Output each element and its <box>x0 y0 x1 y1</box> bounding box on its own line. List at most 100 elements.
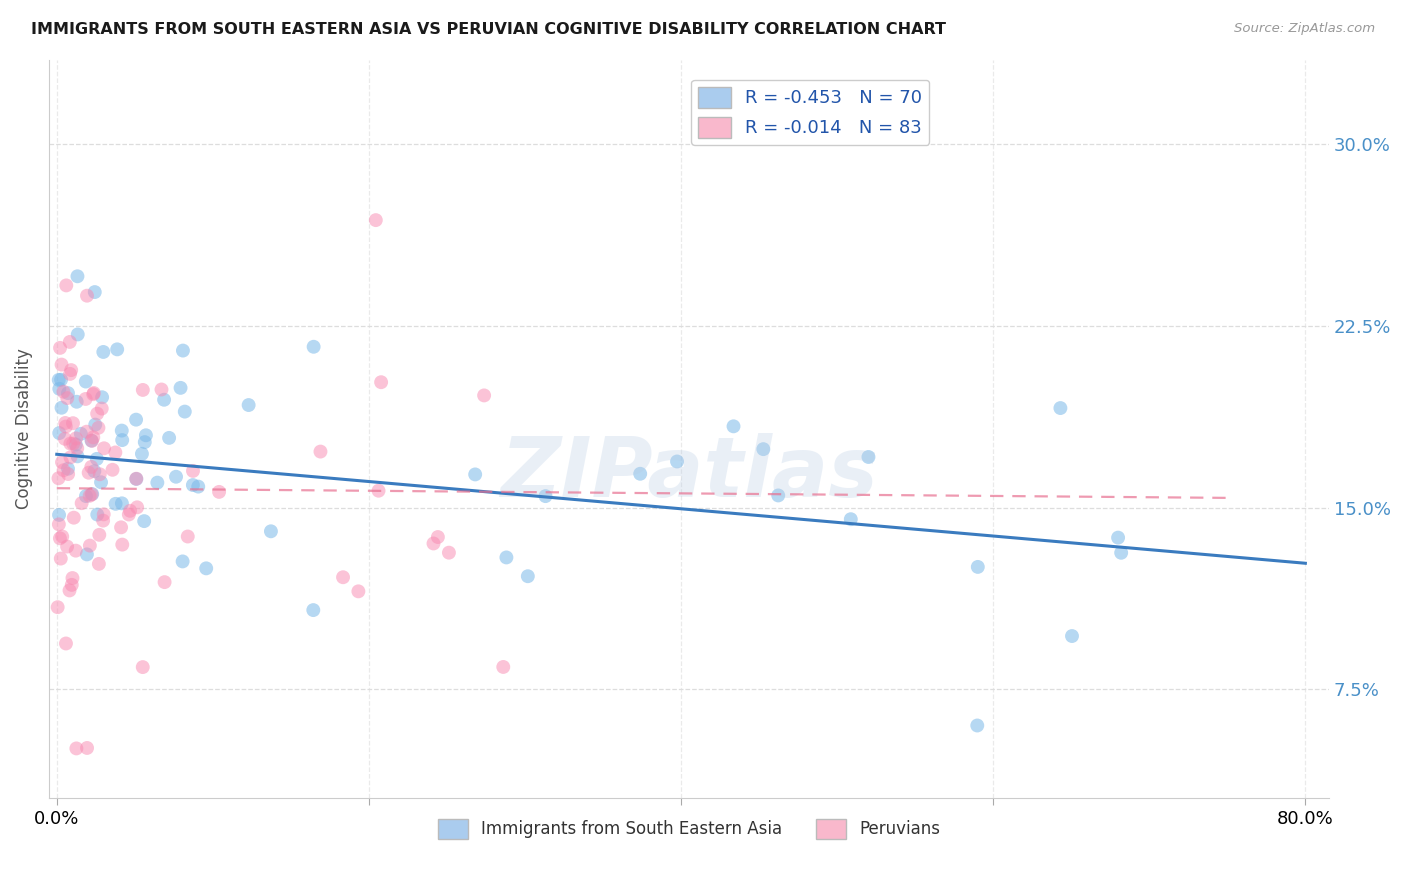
Point <box>364 213 387 227</box>
Point <box>86 407 108 421</box>
Point <box>101 463 124 477</box>
Point <box>181 478 204 492</box>
Point <box>86 451 108 466</box>
Point <box>628 467 651 481</box>
Point <box>437 546 460 560</box>
Point <box>146 475 169 490</box>
Point <box>132 660 155 674</box>
Point <box>134 435 156 450</box>
Point <box>51 455 73 469</box>
Point <box>839 512 862 526</box>
Point <box>65 431 87 445</box>
Point <box>132 383 155 397</box>
Point <box>80 459 103 474</box>
Point <box>135 428 157 442</box>
Point <box>464 467 486 482</box>
Point <box>131 447 153 461</box>
Point <box>118 508 141 522</box>
Point <box>768 488 790 502</box>
Point <box>59 450 82 465</box>
Point <box>173 404 195 418</box>
Point <box>966 560 988 574</box>
Point <box>60 363 83 377</box>
Point <box>52 463 75 477</box>
Point <box>111 433 134 447</box>
Point <box>172 343 194 358</box>
Point <box>79 489 101 503</box>
Point <box>62 571 84 585</box>
Point <box>165 469 187 483</box>
Point <box>309 444 332 458</box>
Point <box>80 434 103 448</box>
Point <box>75 375 97 389</box>
Point <box>56 461 79 475</box>
Point <box>66 450 89 464</box>
Point <box>169 381 191 395</box>
Point <box>125 472 148 486</box>
Point <box>105 343 128 357</box>
Point <box>238 398 260 412</box>
Point <box>302 603 325 617</box>
Point <box>104 497 127 511</box>
Point <box>666 454 689 468</box>
Point <box>1049 401 1071 415</box>
Point <box>83 386 105 401</box>
Point <box>76 548 98 562</box>
Point <box>367 483 389 498</box>
Point <box>62 510 84 524</box>
Text: Source: ZipAtlas.com: Source: ZipAtlas.com <box>1234 22 1375 36</box>
Point <box>82 487 104 501</box>
Point <box>48 508 70 522</box>
Point <box>195 561 218 575</box>
Point <box>48 382 70 396</box>
Point <box>90 401 112 416</box>
Point <box>723 419 745 434</box>
Point <box>120 504 142 518</box>
Point <box>208 484 231 499</box>
Point <box>187 480 209 494</box>
Point <box>51 529 73 543</box>
Point <box>181 464 204 478</box>
Point <box>83 464 105 478</box>
Point <box>472 388 495 402</box>
Point <box>516 569 538 583</box>
Point <box>70 496 93 510</box>
Point <box>89 467 111 482</box>
Point <box>858 450 880 464</box>
Point <box>332 570 354 584</box>
Point <box>87 421 110 435</box>
Point <box>46 600 69 615</box>
Point <box>56 540 79 554</box>
Point <box>111 424 134 438</box>
Point <box>495 550 517 565</box>
Point <box>80 487 103 501</box>
Point <box>49 373 72 387</box>
Point <box>58 583 80 598</box>
Point <box>65 437 87 451</box>
Point <box>76 288 98 302</box>
Point <box>48 471 70 485</box>
Point <box>48 373 70 387</box>
Point <box>55 278 77 293</box>
Point <box>66 394 89 409</box>
Point <box>75 489 97 503</box>
Point <box>426 530 449 544</box>
Point <box>49 341 72 355</box>
Point <box>153 392 176 407</box>
Point <box>104 445 127 459</box>
Point <box>59 367 82 381</box>
Point <box>60 578 83 592</box>
Point <box>87 557 110 571</box>
Point <box>91 390 114 404</box>
Point <box>93 442 115 456</box>
Point <box>66 442 89 456</box>
Point <box>134 514 156 528</box>
Point <box>177 529 200 543</box>
Point <box>56 391 79 405</box>
Point <box>89 528 111 542</box>
Legend: Immigrants from South Eastern Asia, Peruvians: Immigrants from South Eastern Asia, Peru… <box>432 813 946 846</box>
Point <box>62 416 84 430</box>
Point <box>260 524 283 539</box>
Y-axis label: Cognitive Disability: Cognitive Disability <box>15 349 32 509</box>
Point <box>65 741 87 756</box>
